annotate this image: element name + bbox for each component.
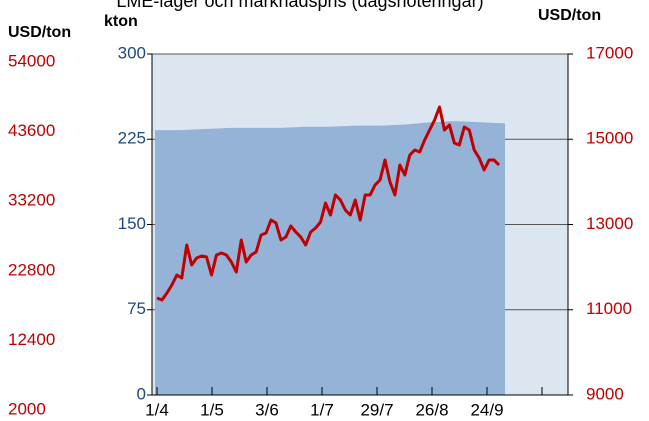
y2-tick-label: 17000 (586, 43, 633, 62)
x-tick-label: 1/7 (310, 400, 334, 419)
y3-tick-label: 22800 (8, 260, 55, 279)
y-tick-label: 150 (118, 214, 146, 233)
y3-tick-label: 12400 (8, 330, 55, 349)
y2-tick-label: 9000 (586, 384, 624, 403)
y2-tick-label: 13000 (586, 214, 633, 233)
y3-tick-label: 54000 (8, 51, 55, 70)
x-tick-label: 26/8 (415, 400, 448, 419)
y-tick-label: 75 (127, 299, 146, 318)
y3-tick-label: 33200 (8, 191, 55, 210)
y2-axis-title: USD/ton (538, 7, 601, 24)
y-axis-title: kton (104, 13, 138, 30)
x-tick-label: 1/5 (200, 400, 224, 419)
y2-tick-label: 11000 (586, 299, 632, 318)
chart-title: LME-lager och marknadspris (dagsnotering… (116, 0, 483, 11)
x-tick-label: 24/9 (470, 400, 503, 419)
y-tick-label: 0 (137, 384, 146, 403)
y2-tick-label: 15000 (586, 129, 633, 148)
y3-tick-label: 2000 (8, 399, 46, 418)
x-tick-label: 29/7 (360, 400, 393, 419)
line (156, 105, 501, 302)
x-tick-label: 1/4 (145, 400, 169, 419)
y-tick-label: 300 (118, 43, 146, 62)
area (155, 121, 505, 396)
y3-axis-title: USD/ton (8, 24, 71, 41)
x-tick-label: 3/6 (255, 400, 279, 419)
y3-tick-label: 43600 (8, 121, 55, 140)
y-tick-label: 225 (118, 129, 146, 148)
